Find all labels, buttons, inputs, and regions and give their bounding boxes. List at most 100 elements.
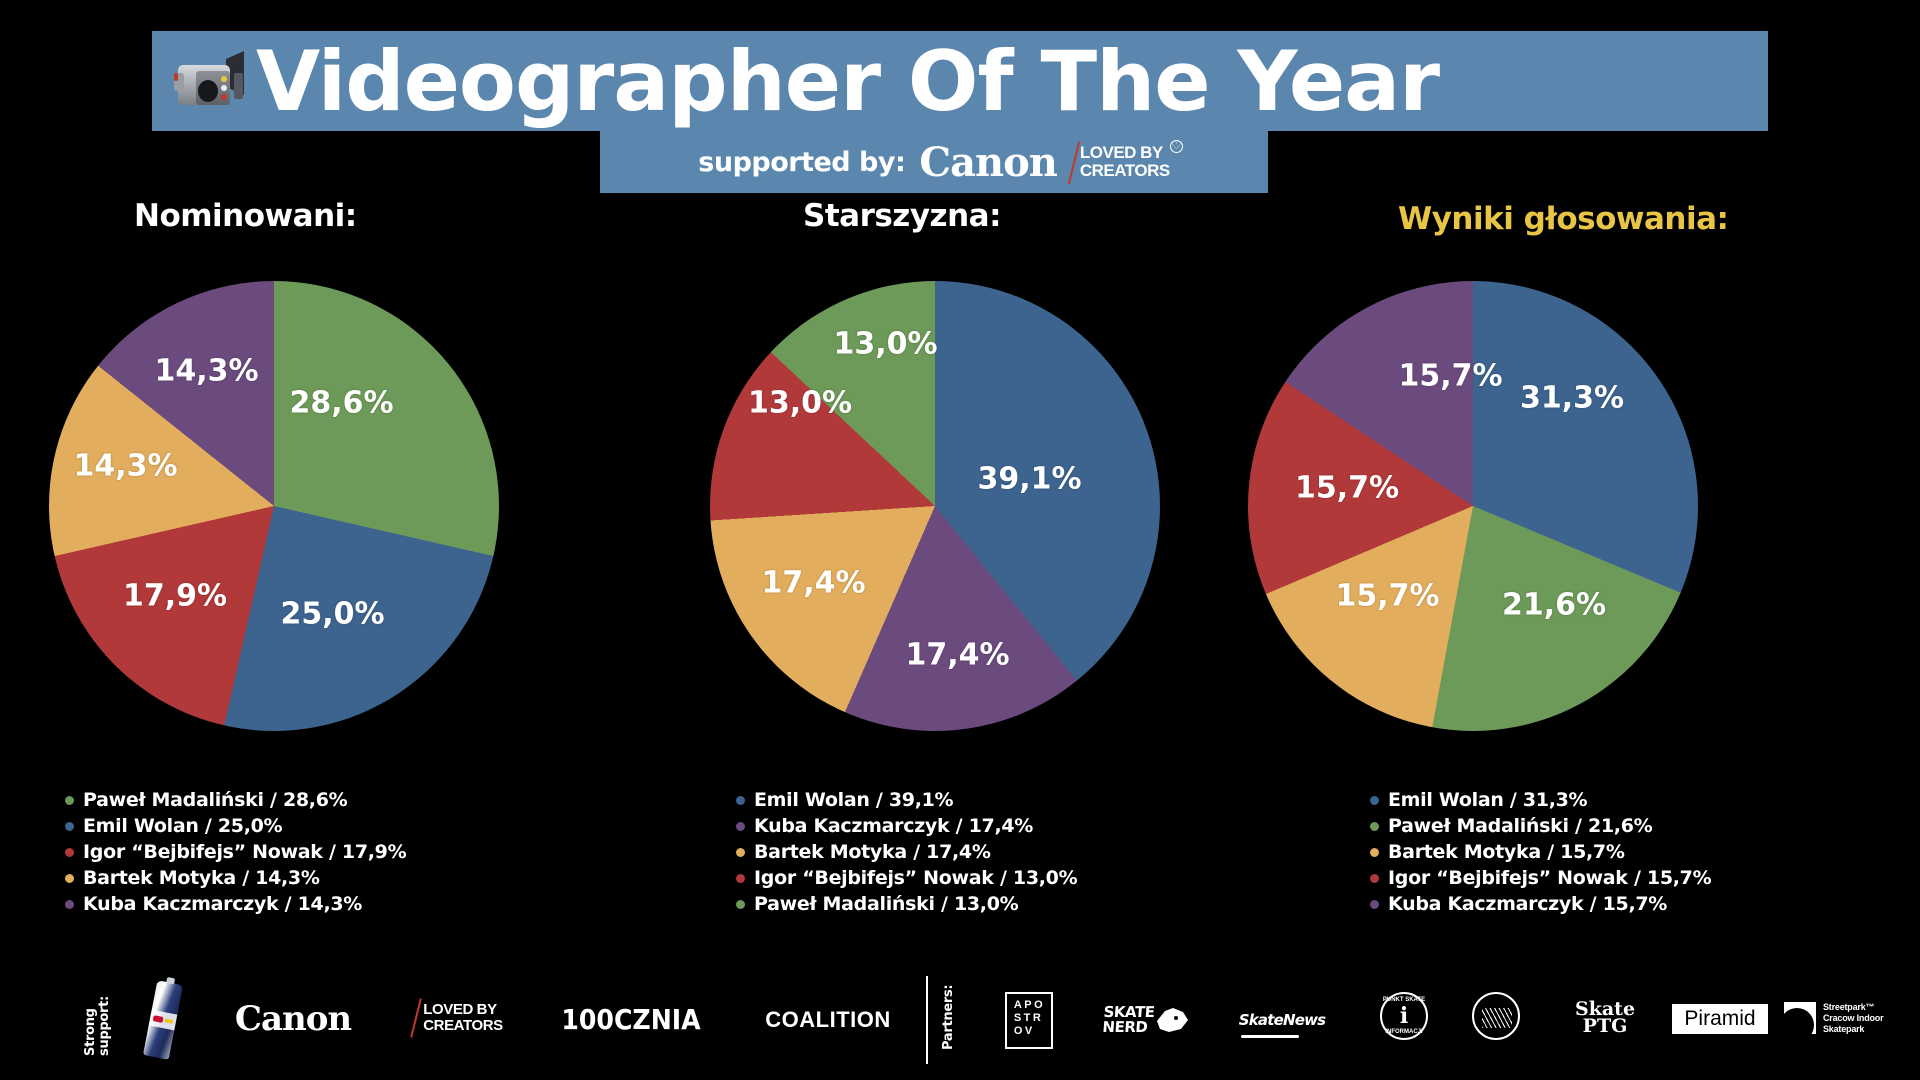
loved-by-creators-footer-logo[interactable]: LOVED BY CREATORS xyxy=(400,992,518,1044)
legend-color-dot-icon xyxy=(65,795,74,805)
loved-by-creators-logo: ♡ LOVED BY CREATORS xyxy=(1067,140,1183,185)
legend-color-dot-icon xyxy=(736,795,745,805)
strong-support-label: Strong support: xyxy=(83,996,112,1056)
skate-nerd-mascot-icon xyxy=(1157,1008,1189,1032)
punkt-bottom-text: INFORMACJI xyxy=(1385,1029,1423,1035)
legend-item: Igor “Bejbifejs” Nowak / 17,9% xyxy=(65,839,407,865)
skate-ptg-logo[interactable]: Skate PTG xyxy=(1560,992,1650,1044)
legend-item: Paweł Madaliński / 28,6% xyxy=(65,787,406,813)
skate-nerd-logo[interactable]: SKATE NERD xyxy=(1098,992,1194,1048)
legend-item: Emil Wolan / 31,3% xyxy=(1370,787,1711,813)
legend-item: Bartek Motyka / 14,3% xyxy=(65,865,406,891)
legend-item-label: Kuba Kaczmarczyk / 15,7% xyxy=(1388,893,1668,915)
lbc-line1: LOVED BY xyxy=(423,1001,497,1018)
legend-starszyzna: Emil Wolan / 39,1% Kuba Kaczmarczyk / 17,… xyxy=(736,787,1078,917)
lbc-line2: CREATORS xyxy=(423,1017,503,1034)
legend-item: Paweł Madaliński / 21,6% xyxy=(1370,813,1711,839)
skate-news-logo[interactable]: SkateNews xyxy=(1238,1011,1326,1038)
legend-item-label: Kuba Kaczmarczyk / 14,3% xyxy=(83,893,363,915)
legend-item-label: Paweł Madaliński / 13,0% xyxy=(754,893,1019,915)
legend-wyniki: Emil Wolan / 31,3% Paweł Madaliński / 21,… xyxy=(1370,787,1712,917)
legend-color-dot-icon xyxy=(1370,899,1379,909)
canon-logo: Canon xyxy=(919,138,1058,186)
legend-color-dot-icon xyxy=(1370,821,1379,831)
100cznia-logo[interactable]: 100CZNIA xyxy=(561,1002,701,1036)
red-bull-can-icon xyxy=(142,980,184,1060)
legend-item-label: Paweł Madaliński / 21,6% xyxy=(1388,815,1653,837)
streetpark-mark-icon xyxy=(1784,1002,1816,1034)
legend-item-label: Emil Wolan / 39,1% xyxy=(754,789,954,811)
legend-item-label: Paweł Madaliński / 28,6% xyxy=(83,789,348,811)
lbc-slash-icon xyxy=(1067,141,1081,185)
legend-item-label: Emil Wolan / 31,3% xyxy=(1388,789,1588,811)
lbc-line1: LOVED BY xyxy=(1079,143,1163,162)
legend-item-label: Kuba Kaczmarczyk / 17,4% xyxy=(754,815,1034,837)
canon-footer-logo[interactable]: Canon xyxy=(234,999,352,1039)
streetpark-line1: Streetpark™ xyxy=(1823,1001,1875,1012)
video-camera-icon xyxy=(170,45,248,117)
legend-color-dot-icon xyxy=(1370,847,1379,857)
legend-color-dot-icon xyxy=(65,899,74,909)
lbc-line2: CREATORS xyxy=(1079,161,1170,180)
legend-item-label: Igor “Bejbifejs” Nowak / 17,9% xyxy=(83,841,407,863)
punkt-circle-icon: PUNKT SKATE i INFORMACJI xyxy=(1380,992,1428,1040)
lbc-trademark-icon: ♡ xyxy=(1169,140,1183,153)
scribble-circle-icon xyxy=(1472,992,1520,1040)
streetpark-line2: Cracow Indoor xyxy=(1823,1012,1884,1023)
apostrov-line2: STR xyxy=(1013,1011,1044,1024)
column-heading-wyniki: Wyniki głosowania: xyxy=(1398,201,1729,237)
pie-chart-nominowani xyxy=(49,281,499,731)
legend-item-label: Emil Wolan / 25,0% xyxy=(83,815,283,837)
page-title: Videographer Of The Year xyxy=(256,32,1440,130)
legend-item: Kuba Kaczmarczyk / 17,4% xyxy=(736,813,1077,839)
column-heading-nominowani: Nominowani: xyxy=(134,198,357,234)
legend-item-label: Bartek Motyka / 15,7% xyxy=(1388,841,1625,863)
apostrov-logo[interactable]: APO STR OV xyxy=(994,988,1064,1052)
punkt-skate-informacji-logo[interactable]: PUNKT SKATE i INFORMACJI xyxy=(1374,986,1434,1046)
legend-item: Emil Wolan / 39,1% xyxy=(736,787,1077,813)
legend-color-dot-icon xyxy=(1370,795,1379,805)
legend-color-dot-icon xyxy=(65,821,74,831)
legend-color-dot-icon xyxy=(736,899,745,909)
lbc-slash-icon xyxy=(410,998,423,1038)
punkt-i-mark: i xyxy=(1399,1003,1409,1029)
legend-item: Kuba Kaczmarczyk / 15,7% xyxy=(1370,891,1711,917)
legend-item-label: Igor “Bejbifejs” Nowak / 13,0% xyxy=(754,867,1078,889)
footer-divider xyxy=(926,976,928,1064)
sponsor-footer: Strong support: Canon LOVED BY CREATORS … xyxy=(0,960,1920,1080)
legend-color-dot-icon xyxy=(736,873,745,883)
partners-label: Partners: xyxy=(941,984,956,1050)
legend-item-label: Bartek Motyka / 14,3% xyxy=(83,867,320,889)
legend-item: Bartek Motyka / 15,7% xyxy=(1370,839,1711,865)
punkt-top-text: PUNKT SKATE xyxy=(1382,997,1426,1003)
legend-nominowani: Paweł Madaliński / 28,6% Emil Wolan / 25,… xyxy=(65,787,407,917)
streetpark-logo[interactable]: Streetpark™ Cracow Indoor Skatepark xyxy=(1784,996,1920,1040)
legend-color-dot-icon xyxy=(736,847,745,857)
legend-color-dot-icon xyxy=(736,821,745,831)
legend-item: Igor “Bejbifejs” Nowak / 13,0% xyxy=(736,865,1078,891)
circle-scribble-logo[interactable] xyxy=(1466,986,1526,1046)
legend-item: Paweł Madaliński / 13,0% xyxy=(736,891,1077,917)
pie-chart-wyniki xyxy=(1248,281,1698,731)
pie-chart-starszyzna xyxy=(710,281,1160,731)
legend-item: Kuba Kaczmarczyk / 14,3% xyxy=(65,891,406,917)
legend-item-label: Bartek Motyka / 17,4% xyxy=(754,841,991,863)
skate-nerd-line2: NERD xyxy=(1101,1018,1148,1036)
supported-by-label: supported by: xyxy=(698,146,906,178)
legend-item: Igor “Bejbifejs” Nowak / 15,7% xyxy=(1370,865,1712,891)
streetpark-line3: Skatepark xyxy=(1823,1023,1865,1034)
skate-ptg-line2: PTG xyxy=(1582,1015,1628,1037)
skate-ptg-line1: Skate xyxy=(1574,998,1636,1020)
piramid-logo[interactable]: Piramid xyxy=(1662,1000,1778,1038)
apostrov-line3: OV xyxy=(1013,1024,1035,1037)
red-bull-logo[interactable] xyxy=(128,978,198,1062)
title-banner: Videographer Of The Year xyxy=(152,31,1768,131)
legend-color-dot-icon xyxy=(65,847,74,857)
supported-by-banner: supported by: Canon ♡ LOVED BY CREATORS xyxy=(600,131,1268,193)
coalition-logo[interactable]: COALITION xyxy=(765,1007,891,1032)
apostrov-line1: APO xyxy=(1013,998,1046,1011)
column-heading-starszyzna: Starszyzna: xyxy=(803,198,1001,234)
legend-item: Emil Wolan / 25,0% xyxy=(65,813,406,839)
legend-color-dot-icon xyxy=(65,873,74,883)
